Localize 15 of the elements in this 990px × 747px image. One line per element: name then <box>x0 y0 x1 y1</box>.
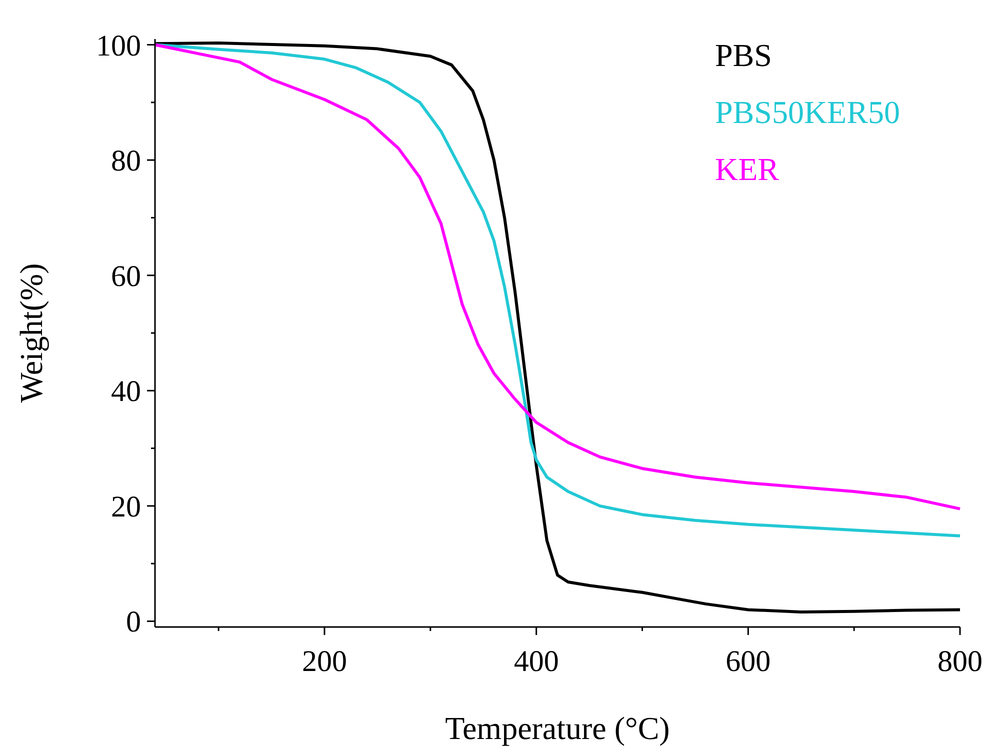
x-tick-label: 600 <box>726 645 771 678</box>
y-tick-label: 40 <box>111 375 141 408</box>
y-tick-label: 80 <box>111 144 141 178</box>
y-axis-title: Weight(%) <box>13 263 49 403</box>
x-tick-label: 200 <box>302 645 347 678</box>
y-tick-label: 20 <box>111 490 141 524</box>
text: PBS <box>715 37 772 74</box>
text: KER <box>715 151 780 188</box>
y-tick-label: 100 <box>96 29 141 62</box>
y-tick-label: 60 <box>111 260 141 293</box>
text: PBS50KER50 <box>715 94 900 130</box>
x-axis-title: Temperature (°C) <box>445 710 670 746</box>
x-tick-label: 800 <box>938 645 982 678</box>
x-tick-label: 400 <box>514 645 559 678</box>
y-tick-label: 0 <box>126 606 141 639</box>
